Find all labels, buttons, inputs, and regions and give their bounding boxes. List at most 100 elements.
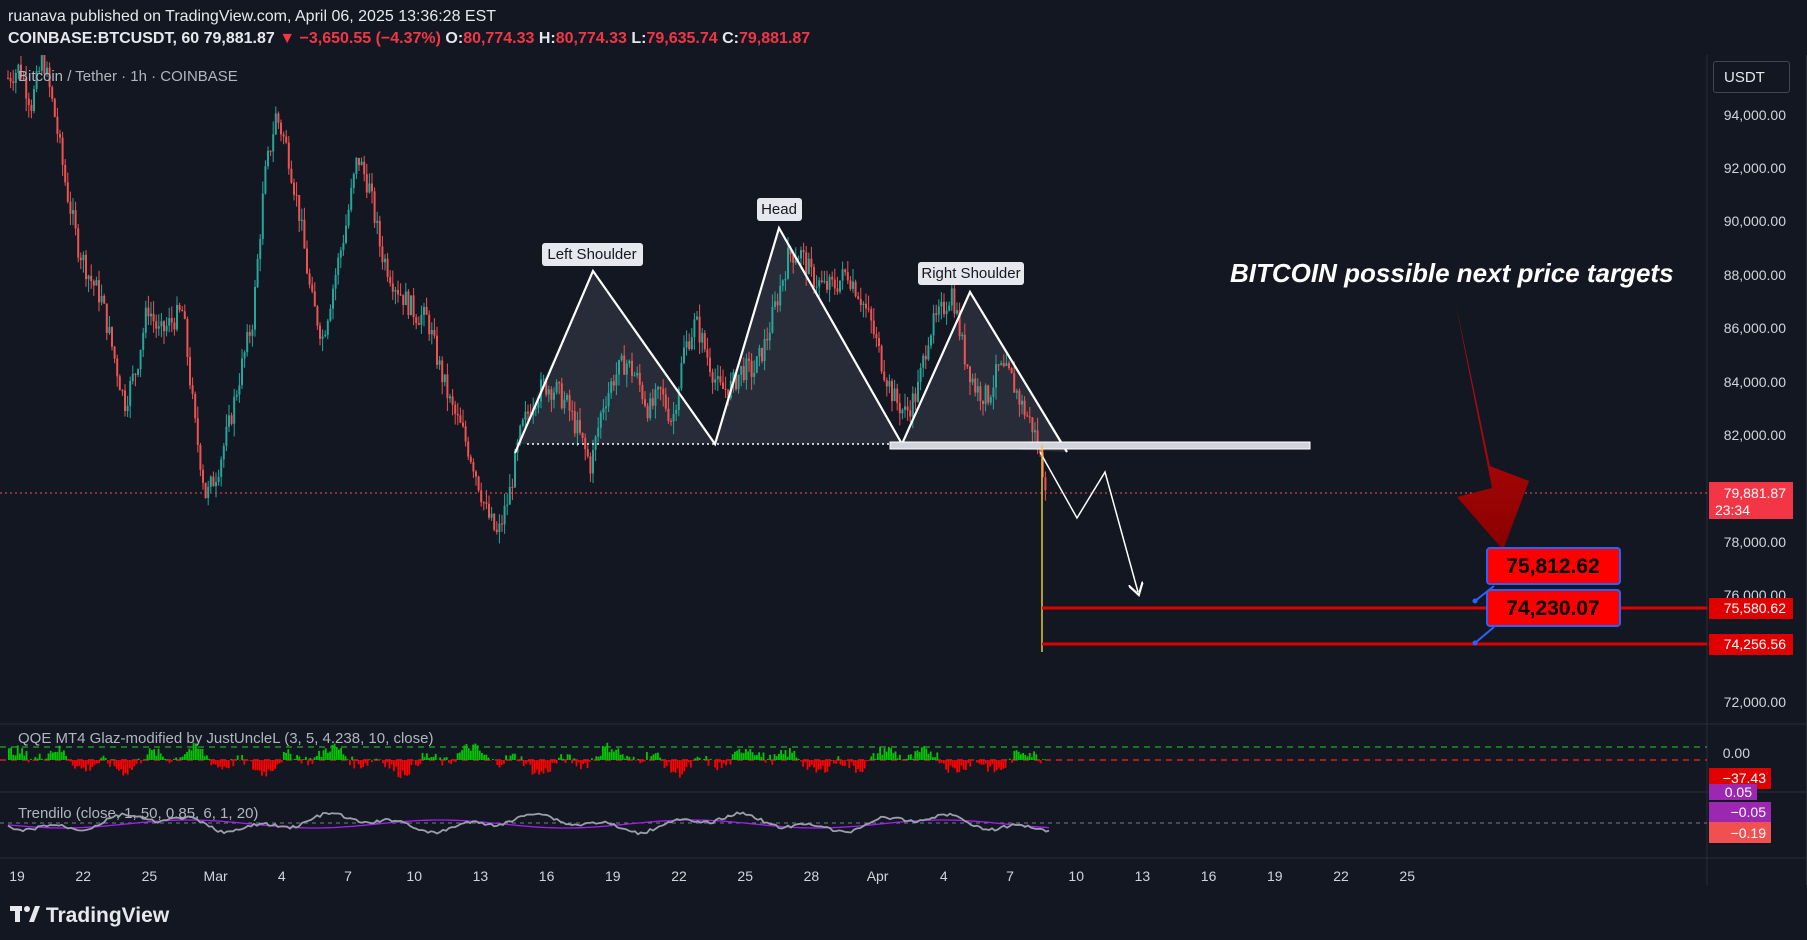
candle-body [347,209,350,226]
candle-body [750,360,753,377]
qqe-bar [896,758,899,760]
qqe-bar [177,760,180,762]
candle-body [688,341,691,350]
qqe-bar [751,752,754,760]
candle-body [618,360,620,375]
candle-body [813,267,815,288]
target-label-1[interactable] [1486,547,1621,585]
qqe-bar [252,760,254,770]
qqe-bar [190,750,193,760]
candle-body [222,445,225,460]
candle-body [12,81,15,84]
qqe-bar [450,760,452,765]
candle-body [449,396,451,399]
candle-body [308,273,311,285]
qqe-bar [318,750,320,760]
price-axis[interactable]: 94,000.00 92,000.00 90,000.00 88,000.00 … [1709,107,1793,843]
candle-body [581,432,584,438]
qqe-bar [27,760,30,763]
candle-body [589,456,592,474]
candle-body [742,366,745,381]
qqe-bar [888,746,890,760]
candle-body [956,310,958,314]
candle-body [381,246,384,263]
candle-body [170,318,173,323]
main-legend[interactable]: Bitcoin / Tether · 1h · COINBASE [18,68,238,85]
qqe-bar [474,743,477,760]
qqe-bar [100,757,103,760]
qqe-bar [261,760,263,776]
qqe-bar [811,760,813,765]
time-axis[interactable]: 19 22 25 Mar 4 7 10 13 16 19 22 25 28 Apr 4 7 10 13 16 19 22… [9,868,1415,884]
qqe-bar [830,760,833,762]
time-tick: 19 [605,868,621,884]
qqe-bar [192,742,195,760]
candle-body [1000,363,1003,365]
qqe-bar [1039,760,1042,764]
qqe-bar [357,760,360,765]
candle-body [831,276,834,280]
price-tick: 88,000.00 [1724,267,1786,283]
qqe-legend[interactable]: QQE MT4 Glaz-modified by JustUncleL (3, … [18,730,433,747]
target-anchor-1[interactable] [1472,598,1478,604]
footer-brand[interactable]: TradingView [10,904,169,928]
candle-body [924,355,927,360]
qqe-bar [113,760,116,767]
trendilo-legend[interactable]: Trendilo (close, 1, 50, 0.85, 6, 1, 20) [18,805,258,822]
price-chart[interactable]: 75,812.62 74,230.07 Left Shoulder Head R… [0,55,1807,885]
qqe-bar [533,760,536,774]
candle-body [568,395,571,411]
candle-body [935,313,938,315]
candle-body [103,295,106,304]
qqe-bar [313,757,316,760]
candle-body [33,89,35,111]
qqe-bar [322,750,325,760]
qqe-bar [333,743,336,760]
qqe-bar [181,756,184,760]
qqe-bar [859,760,862,772]
qqe-bar [956,760,958,773]
qqe-bar [269,760,272,772]
time-tick: 10 [406,868,422,884]
target-anchor-2[interactable] [1472,640,1478,646]
candle-body [579,420,581,433]
time-tick: 16 [539,868,555,884]
symbol[interactable]: COINBASE:BTCUSDT, 60 [8,30,200,47]
qqe-bar [918,752,921,760]
qqe-bar [388,760,391,769]
qqe-bar [298,756,301,760]
candle-body [891,380,893,402]
level-text-2: 74,256.56 [1724,636,1786,652]
candle-body [329,308,332,321]
candle-body [904,406,906,410]
qqe-bar [912,758,914,760]
qqe-bar [470,750,472,760]
candle-body [451,396,454,405]
candle-body [727,389,730,398]
qqe-bar [560,754,562,760]
candle-body [311,284,314,292]
candle-body [196,418,199,445]
qqe-bar [991,760,994,765]
qqe-bar [300,760,303,764]
qqe-bar [52,752,54,760]
candle-body [927,345,930,360]
price-tick: 84,000.00 [1724,374,1786,390]
qqe-bar [643,760,646,762]
candle-body [144,307,147,333]
qqe-bar [129,760,131,769]
target-label-2[interactable] [1486,589,1621,627]
qqe-bar [718,760,721,763]
candle-body [857,296,860,299]
candle-body [402,294,405,306]
currency-button[interactable]: USDT [1713,61,1790,93]
candle-body [441,360,444,383]
qqe-bar [529,760,532,765]
qqe-bar [36,758,39,760]
candle-body [631,360,633,376]
qqe-bar [696,756,699,760]
trendilo-lines [7,811,1050,836]
candle-body [948,305,951,311]
qqe-bar [1037,760,1040,762]
candle-body [51,87,54,99]
